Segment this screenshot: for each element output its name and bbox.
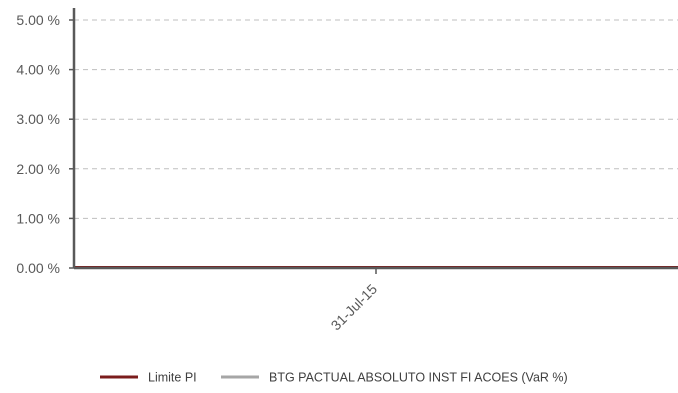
legend: Limite PI BTG PACTUAL ABSOLUTO INST FI AC… bbox=[100, 371, 568, 385]
grid-lines bbox=[74, 19, 678, 219]
legend-label: BTG PACTUAL ABSOLUTO INST FI ACOES (VaR … bbox=[269, 371, 568, 385]
y-axis-ticks: 0.00 % 1.00 % 2.00 % 3.00 % 4.00 % 5.00 % bbox=[16, 12, 74, 276]
x-tick-label: 31-Jul-15 bbox=[328, 281, 381, 334]
y-tick-label: 3.00 % bbox=[16, 111, 60, 127]
y-tick-label: 4.00 % bbox=[16, 62, 60, 78]
y-tick-label: 2.00 % bbox=[16, 161, 60, 177]
x-axis-ticks: 31-Jul-15 bbox=[328, 268, 381, 334]
legend-label: Limite PI bbox=[148, 371, 197, 385]
y-tick-label: 1.00 % bbox=[16, 210, 60, 226]
y-tick-label: 5.00 % bbox=[16, 12, 60, 28]
y-tick-label: 0.00 % bbox=[16, 260, 60, 276]
